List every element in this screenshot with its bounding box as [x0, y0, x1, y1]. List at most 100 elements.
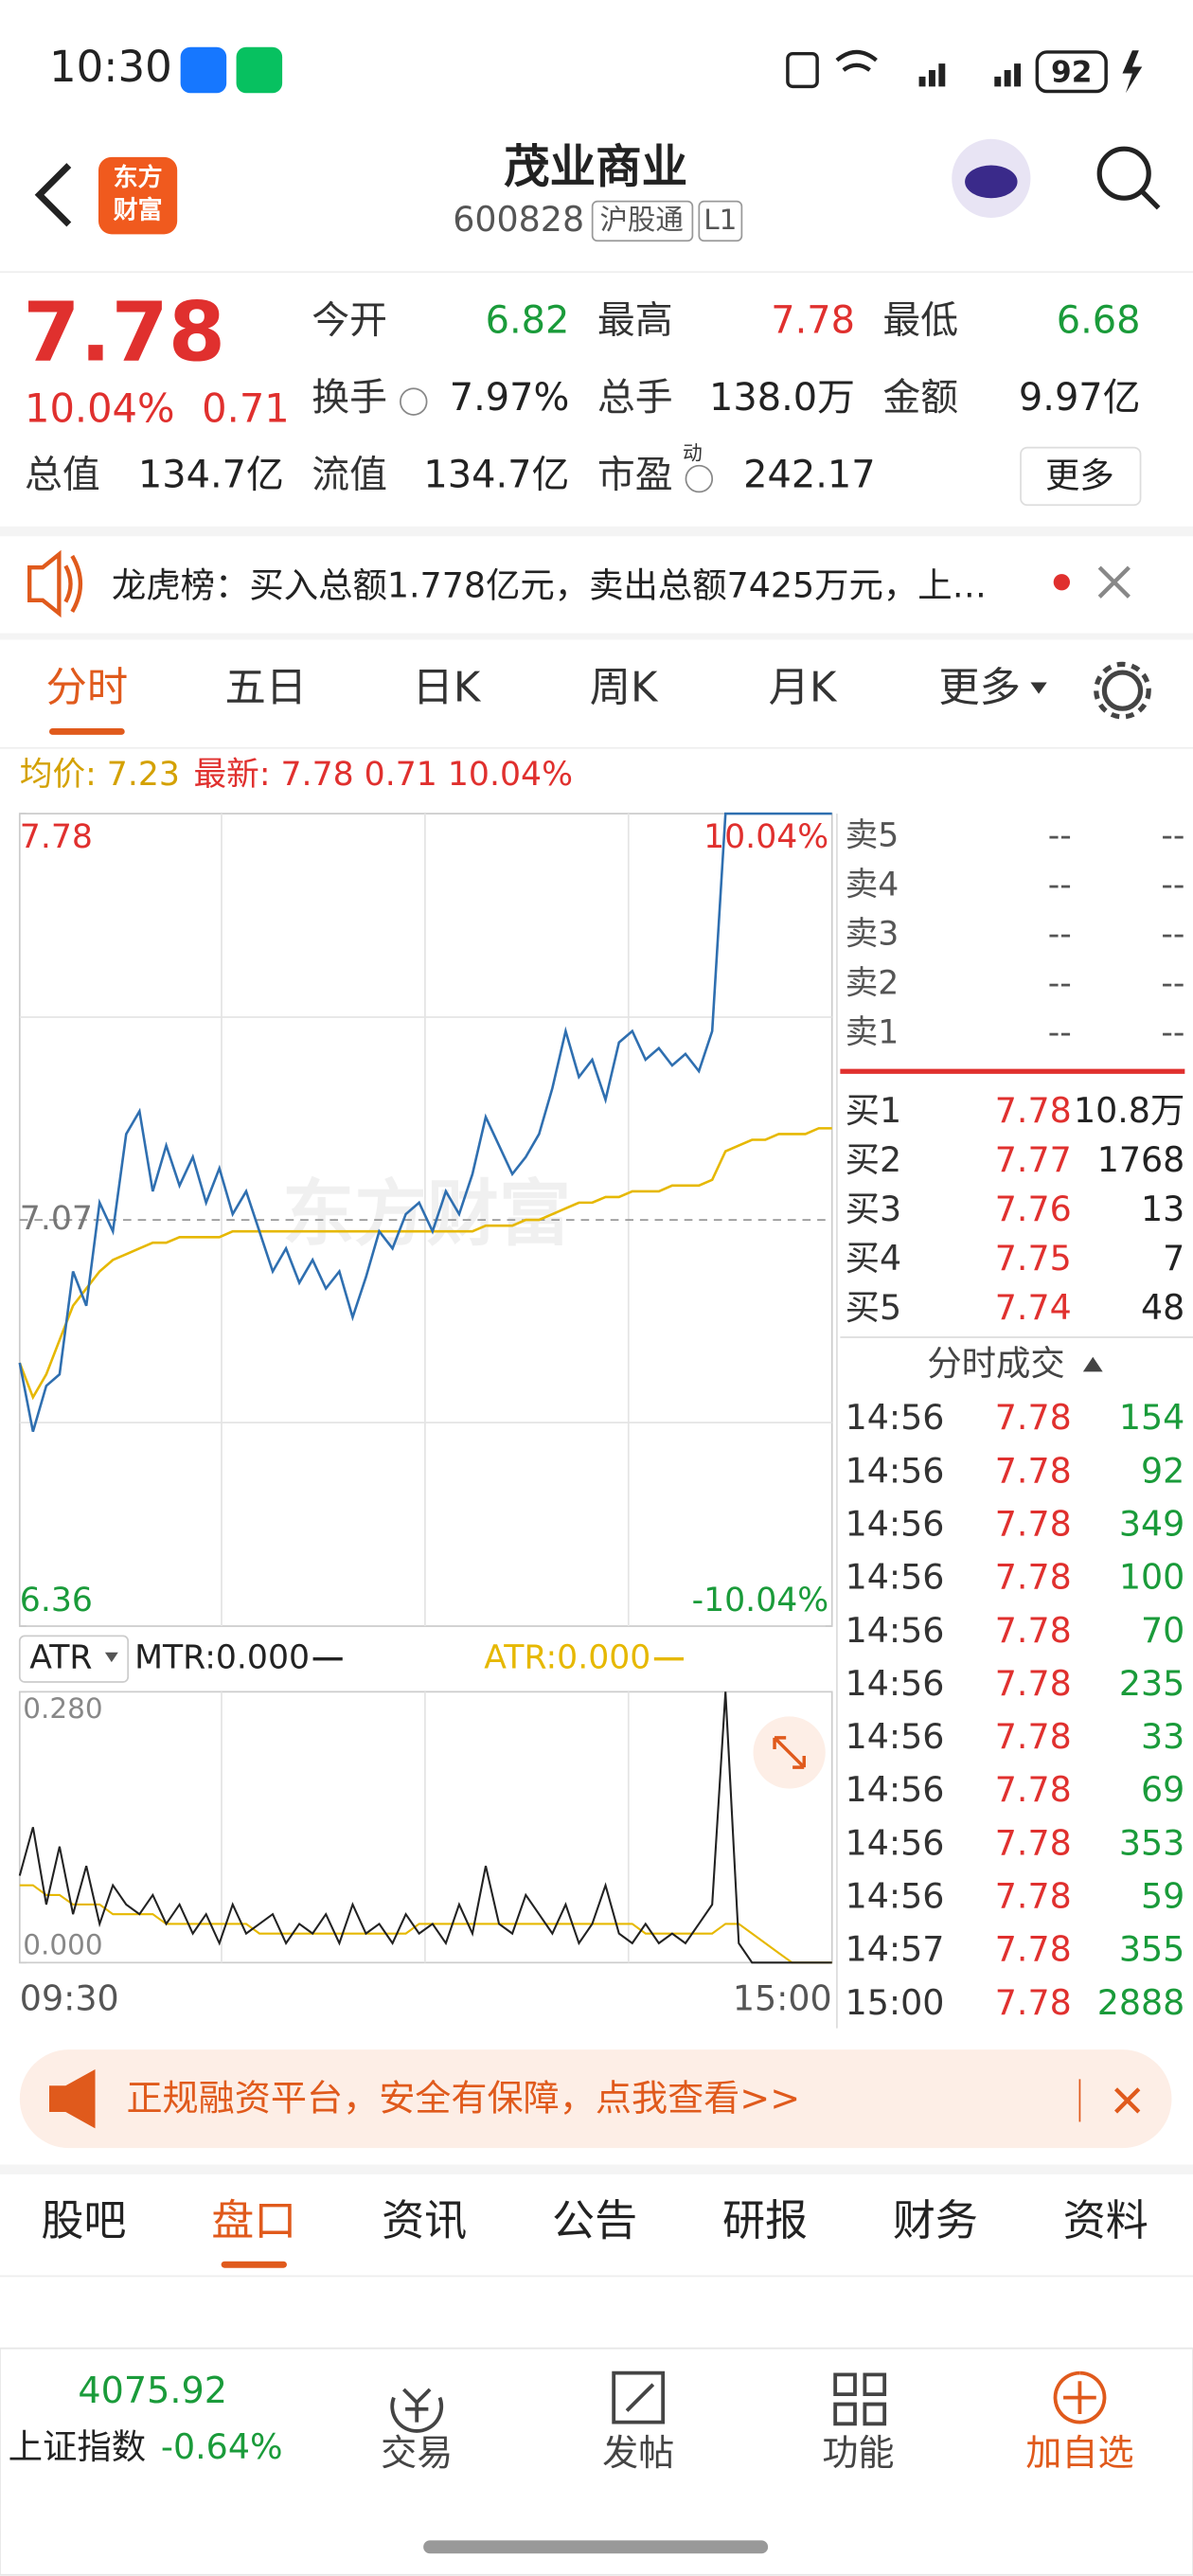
y2-tick-label: -10.04% [692, 1582, 829, 1619]
back-button[interactable] [34, 163, 72, 227]
detail-tab[interactable]: 资讯 [382, 2195, 467, 2245]
buy-volume: 7 [1163, 1238, 1184, 1279]
more-button[interactable] [1020, 446, 1142, 507]
trade-price: 7.78 [995, 1610, 1072, 1651]
y-tick-label: 0.000 [23, 1928, 102, 1960]
trade-time: 14:57 [846, 1929, 945, 1970]
settings-gear [1094, 661, 1151, 720]
order-book: 卖5 -- --卖4 -- --卖3 -- --卖2 -- --卖1 -- --买1 7.78 10.8… [836, 814, 1193, 2029]
stat-label: 市盈 [597, 453, 673, 496]
avg-legend: 均价: 7.23 [20, 756, 180, 794]
index-value[interactable]: 4075.92 [78, 2370, 227, 2411]
nav-icon[interactable] [390, 2388, 444, 2433]
stat-value: 138.0万 [709, 376, 855, 420]
sell-price: -- [1048, 866, 1072, 903]
sell-price: -- [1048, 915, 1072, 953]
stat-value: 134.7亿 [423, 453, 569, 496]
chart-tab[interactable]: 分时 [46, 665, 129, 712]
trade-price: 7.78 [995, 1822, 1072, 1863]
settings-icon[interactable] [1101, 670, 1144, 711]
sell-volume: -- [1161, 1013, 1184, 1051]
nav-label[interactable]: 加自选 [1025, 2432, 1133, 2474]
stat-label: 流值 [312, 453, 387, 496]
chart-tab[interactable]: 月K [769, 665, 838, 712]
trade-volume: 355 [1119, 1929, 1184, 1970]
index-change[interactable]: -0.64% [161, 2426, 283, 2467]
nav-icon[interactable] [612, 2370, 666, 2424]
indicator-select[interactable] [18, 1635, 130, 1683]
trade-time: 14:56 [846, 1450, 945, 1491]
signal-icon [918, 63, 946, 87]
search-icon[interactable] [1096, 146, 1151, 201]
trade-price: 7.78 [995, 1397, 1072, 1438]
buy-label: 买1 [846, 1090, 902, 1131]
signal-icon [994, 63, 1022, 87]
sell-volume: -- [1161, 866, 1184, 903]
trades-title[interactable]: 分时成交 [927, 1343, 1065, 1384]
detail-tab[interactable]: 股吧 [41, 2195, 126, 2245]
more-label[interactable]: 更多 [1045, 455, 1114, 495]
buy-volume: 1768 [1097, 1139, 1185, 1180]
tab-underline [48, 727, 125, 735]
stock-code: 600828 [453, 199, 584, 240]
index-name[interactable]: 上证指数 [9, 2426, 147, 2467]
unread-dot [1053, 574, 1071, 591]
indicator-name[interactable]: ATR [29, 1639, 92, 1677]
stat-label: 最高 [597, 298, 673, 342]
detail-tab[interactable]: 公告 [552, 2195, 637, 2245]
home-indicator [423, 2540, 769, 2554]
buy-label: 买3 [846, 1189, 902, 1229]
series-line [18, 1691, 832, 1964]
info-icon [400, 387, 428, 416]
trade-volume: 235 [1119, 1663, 1184, 1704]
close-banner[interactable] [1114, 2087, 1141, 2114]
buy-volume: 10.8万 [1074, 1090, 1184, 1131]
trade-time: 14:56 [846, 1822, 945, 1863]
banner-text[interactable]: 正规融资平台，安全有保障，点我查看>> [126, 2077, 800, 2119]
nav-label[interactable]: 功能 [822, 2432, 894, 2474]
detail-tab[interactable]: 研报 [722, 2195, 808, 2245]
trade-time: 14:56 [846, 1557, 945, 1598]
nav-label[interactable]: 发帖 [602, 2432, 674, 2474]
trade-volume: 349 [1119, 1503, 1184, 1544]
banner[interactable] [19, 2049, 1172, 2149]
nfc-icon [786, 51, 819, 89]
charts: 均价: 7.23 最新: 7.78 0.71 10.04% 东方财富 6.36 7.07… [18, 756, 833, 2019]
series-line [18, 812, 832, 1433]
buy-label: 买2 [846, 1139, 902, 1180]
stat-label: 总手 [597, 376, 673, 420]
buy-price: 7.77 [995, 1139, 1072, 1180]
divider [0, 526, 1193, 537]
trade-price: 7.78 [995, 1557, 1072, 1598]
detail-tab[interactable]: 财务 [893, 2195, 978, 2245]
sell-price: -- [1048, 816, 1072, 854]
nav-icon[interactable] [833, 2372, 887, 2426]
buy-price: 7.74 [995, 1287, 1072, 1328]
chart-tab[interactable]: 更多 [938, 665, 1021, 712]
chart-tab[interactable]: 日K [413, 665, 482, 712]
detail-tab[interactable]: 资料 [1063, 2195, 1148, 2245]
chart-tab[interactable]: 周K [590, 665, 659, 712]
stat-label: 最低 [882, 298, 958, 342]
trade-time: 14:56 [846, 1503, 945, 1544]
chart-tab[interactable]: 五日 [224, 665, 307, 712]
nav-label[interactable]: 交易 [381, 2432, 453, 2474]
detail-tab[interactable]: 盘口 [211, 2195, 296, 2245]
buy-label: 买4 [846, 1238, 902, 1279]
trade-volume: 353 [1119, 1822, 1184, 1863]
stat-label: 今开 [312, 298, 387, 342]
nav-icon[interactable] [1053, 2370, 1107, 2424]
trade-time: 14:56 [846, 1610, 945, 1651]
trade-time: 15:00 [846, 1982, 945, 2023]
trade-volume: 92 [1141, 1450, 1184, 1491]
status-time: 10:30 [49, 42, 172, 92]
detail-tabs: 股吧 盘口 资讯 公告 研报 财务 资料 [41, 2195, 1148, 2268]
stat-label: 金额 [882, 376, 958, 420]
buy-volume: 13 [1141, 1189, 1184, 1229]
trade-price: 7.78 [995, 1982, 1072, 2023]
close-notice[interactable] [1097, 565, 1131, 599]
dropdown-arrow [1030, 682, 1047, 694]
sell-label: 卖5 [846, 816, 899, 854]
stat-value: 6.68 [1057, 298, 1141, 342]
notice-text[interactable]: 龙虎榜：买入总额1.778亿元，卖出总额7425万元，上… [112, 564, 987, 605]
